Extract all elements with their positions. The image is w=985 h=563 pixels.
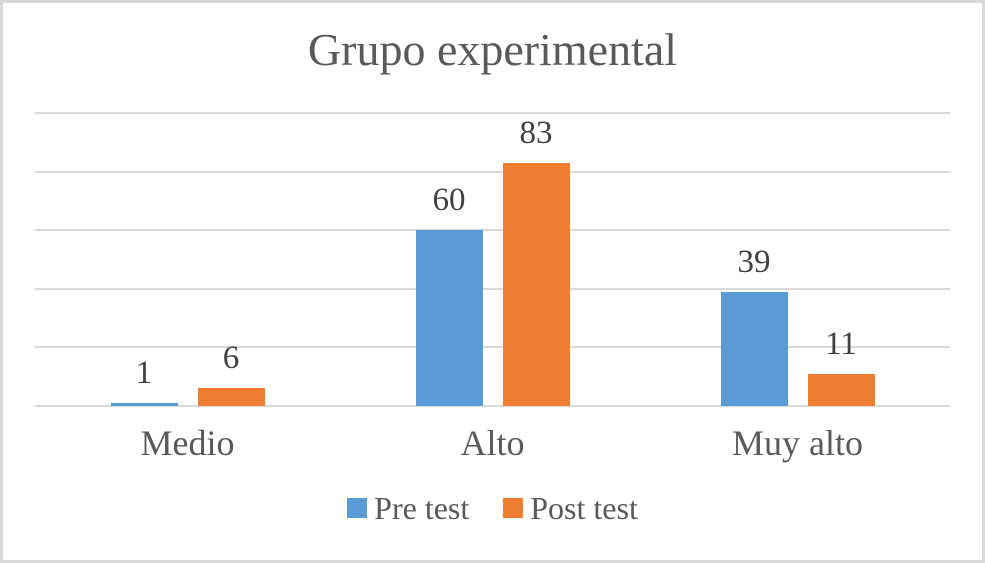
legend-label-post-test: Post test — [530, 490, 638, 526]
category-label-medio: Medio — [140, 423, 235, 463]
gridline-100 — [35, 112, 950, 114]
legend: Pre test Post test — [3, 492, 982, 524]
category-label-alto: Alto — [460, 423, 525, 463]
legend-label-pre-test: Pre test — [374, 490, 470, 526]
gridline-80 — [35, 170, 950, 173]
value-label-pre-test-muy-alto: 39 — [737, 243, 771, 280]
gridline-40 — [35, 287, 950, 290]
plot-area: 1 6 60 83 39 11 — [35, 112, 950, 407]
gridline-20 — [35, 346, 950, 349]
value-label-pre-test-alto: 60 — [432, 182, 466, 219]
chart-title: Grupo experimental — [307, 24, 678, 75]
bar-post-test-muy-alto — [807, 373, 875, 406]
category-label-muy-alto: Muy alto — [732, 423, 863, 463]
bar-post-test-medio — [197, 388, 265, 406]
bar-post-test-alto — [502, 162, 570, 406]
legend-item-pre-test: Pre test — [347, 492, 469, 524]
bar-pre-test-alto — [415, 230, 483, 406]
legend-swatch-pre-test — [347, 498, 368, 518]
gridline-0 — [35, 405, 950, 407]
bar-pre-test-muy-alto — [720, 291, 788, 406]
value-label-pre-test-medio: 1 — [135, 355, 153, 392]
value-label-post-test-muy-alto: 11 — [825, 325, 857, 362]
bar-pre-test-medio — [110, 403, 178, 406]
value-label-post-test-alto: 83 — [519, 114, 553, 151]
legend-item-post-test: Post test — [503, 492, 638, 524]
x-axis-labels: Medio Alto Muy alto — [35, 423, 950, 464]
gridline-60 — [35, 229, 950, 232]
value-label-post-test-medio: 6 — [222, 340, 240, 377]
legend-swatch-post-test — [503, 498, 524, 518]
